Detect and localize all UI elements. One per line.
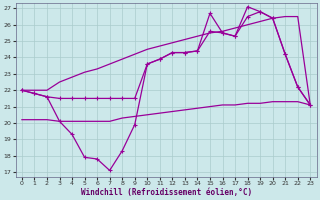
X-axis label: Windchill (Refroidissement éolien,°C): Windchill (Refroidissement éolien,°C) [81, 188, 252, 197]
